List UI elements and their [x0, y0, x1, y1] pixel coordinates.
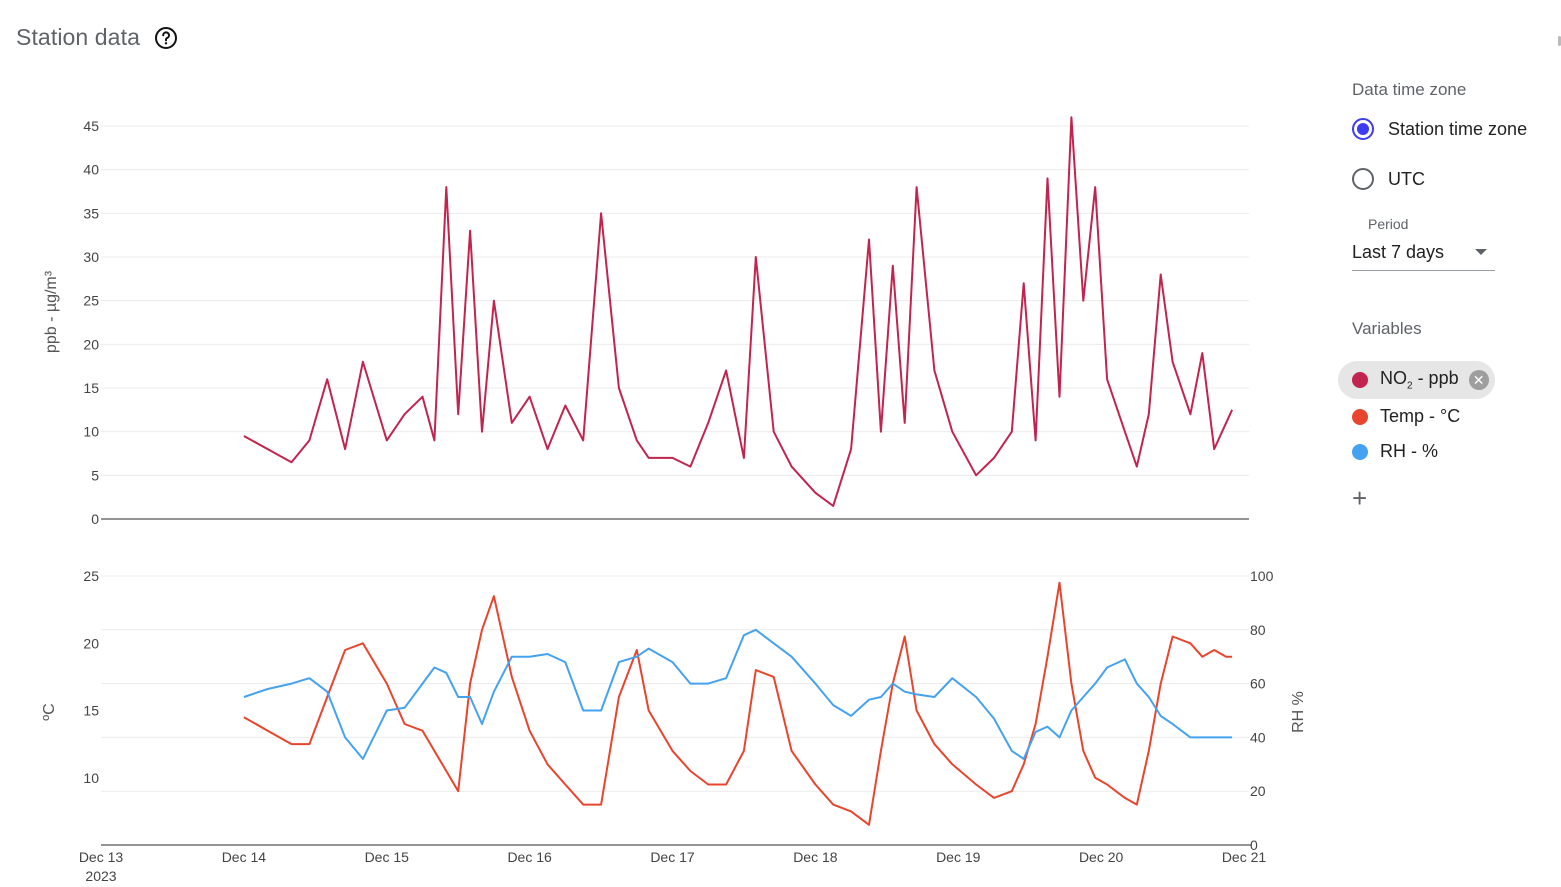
no2-series-line [243, 116, 1234, 507]
station-charts: 0 5 10 15 20 25 30 35 40 45 ppb - µg/m³ 0 20 40 60 80 10… [41, 116, 1307, 884]
y-tick-label: 25 [83, 293, 99, 309]
y2-tick-label: 60 [1250, 676, 1266, 692]
y-tick-label: 20 [83, 635, 99, 651]
y-tick-label: 15 [83, 380, 99, 396]
y2-axis-label: RH % [1290, 691, 1307, 733]
period-select[interactable]: Last 7 days [1352, 234, 1495, 271]
scroll-edge[interactable] [1558, 36, 1561, 46]
settings-panel: Data time zone Station time zone UTC Per… [1338, 80, 1552, 514]
x-tick-sublabel: 2023 [85, 868, 116, 884]
x-tick-label: Dec 21 [1222, 849, 1267, 865]
x-tick-label: Dec 14 [222, 849, 267, 865]
x-tick-label: Dec 17 [650, 849, 695, 865]
x-tick-label: Dec 15 [365, 849, 410, 865]
y-tick-label: 20 [83, 336, 99, 352]
radio-station-time-zone[interactable]: Station time zone [1352, 104, 1552, 154]
variable-label: RH - % [1380, 441, 1438, 461]
plus-icon[interactable]: + [1352, 483, 1368, 513]
x-tick-label: Dec 13 [79, 849, 124, 865]
y-tick-label: 45 [83, 118, 99, 134]
variable-color-dot [1352, 408, 1368, 425]
y2-tick-label: 100 [1250, 568, 1274, 584]
variable-color-dot [1352, 443, 1368, 460]
x-tick-label: Dec 18 [793, 849, 838, 865]
page-title: Station data [16, 24, 140, 50]
y2-tick-label: 40 [1250, 729, 1266, 745]
y-tick-label: 40 [83, 162, 99, 178]
variable-color-dot [1352, 372, 1368, 388]
radio-unchecked-icon[interactable] [1352, 168, 1374, 190]
period-label: Period [1368, 216, 1409, 232]
time-zone-radio-group: Station time zone UTC [1352, 104, 1552, 204]
radio-utc[interactable]: UTC [1352, 154, 1552, 204]
y-tick-label: 5 [91, 467, 99, 483]
y2-tick-label: 20 [1250, 783, 1266, 799]
close-circle-icon[interactable]: ✕ [1468, 370, 1489, 390]
period-value: Last 7 days [1352, 241, 1445, 262]
variables-list: NO2 - ppb ✕ Temp - °C RH - % [1338, 361, 1552, 469]
y-tick-label: 35 [83, 205, 99, 221]
x-tick-label: Dec 20 [1079, 849, 1124, 865]
rh-series-line [243, 628, 1233, 760]
y-axis-label: ppb - µg/m³ [43, 270, 60, 353]
header: Station data [16, 24, 178, 51]
variables-label: Variables [1352, 319, 1422, 338]
dropdown-caret-icon [1475, 249, 1487, 255]
variable-rh[interactable]: RH - % [1338, 434, 1552, 469]
y-tick-label: 30 [83, 249, 99, 265]
y2-tick-label: 80 [1250, 622, 1266, 638]
x-tick-label: Dec 16 [507, 849, 552, 865]
radio-label: UTC [1388, 168, 1425, 189]
variable-label: Temp - °C [1380, 406, 1461, 426]
temp-series-line [243, 581, 1233, 826]
y-tick-label: 25 [83, 568, 99, 584]
y-axis-label: ºC [41, 703, 58, 720]
y2-tick-label: 0 [1250, 837, 1258, 853]
y-tick-label: 15 [83, 703, 99, 719]
y-tick-label: 10 [83, 770, 99, 786]
y-tick-label: 10 [83, 424, 99, 440]
radio-checked-icon[interactable] [1352, 118, 1374, 140]
variable-temp[interactable]: Temp - °C [1338, 399, 1552, 434]
variable-label: NO2 - ppb [1380, 368, 1459, 392]
radio-label: Station time zone [1388, 118, 1528, 139]
time-zone-label: Data time zone [1352, 80, 1467, 99]
y-tick-label: 0 [91, 511, 99, 527]
variable-chip-no2[interactable]: NO2 - ppb ✕ [1338, 361, 1495, 399]
x-tick-label: Dec 19 [936, 849, 981, 865]
help-icon[interactable] [154, 26, 178, 50]
